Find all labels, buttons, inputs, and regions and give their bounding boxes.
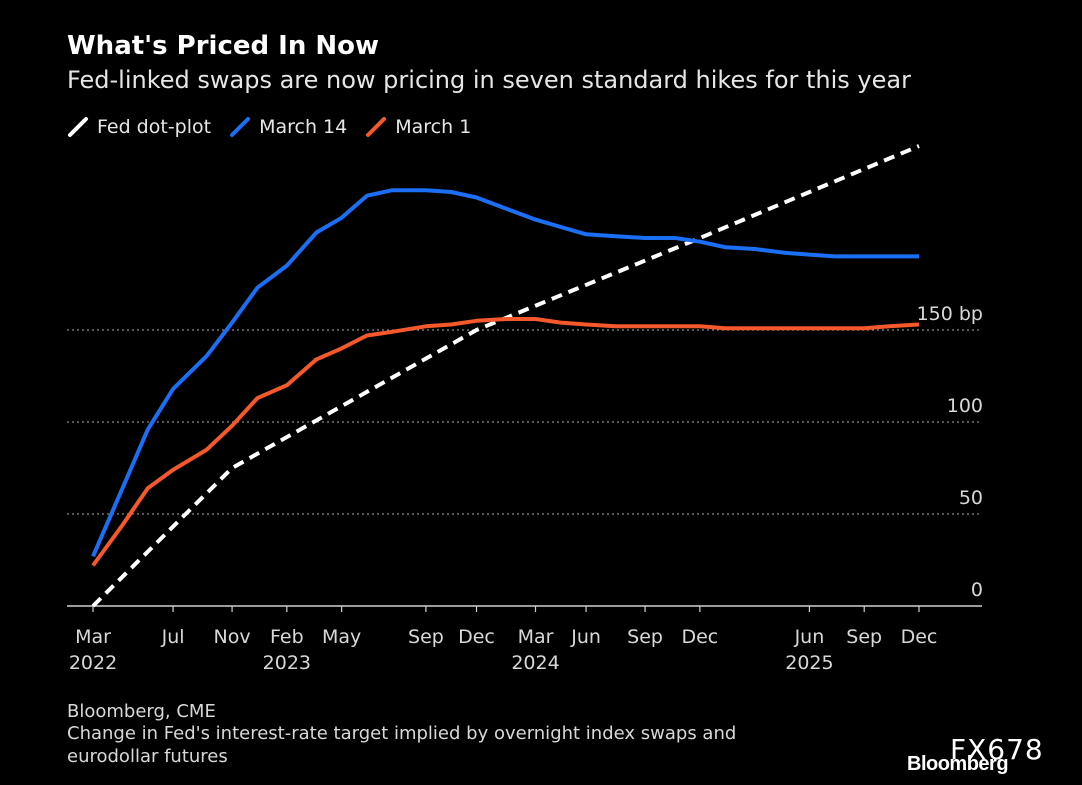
legend: Fed dot-plot March 14 March 1 — [67, 116, 471, 138]
series-line-march-14 — [91, 188, 919, 558]
y-tick-label: 0 — [971, 579, 983, 601]
x-tick-label: Dec — [681, 626, 718, 648]
x-tick-label: Jun — [794, 626, 825, 648]
x-tick-label: Jun — [570, 626, 601, 648]
source-note: Bloomberg, CME — [67, 701, 216, 722]
chart-title: What's Priced In Now — [67, 31, 380, 61]
x-tick-label: Nov — [214, 626, 251, 648]
chart-subtitle: Fed-linked swaps are now pricing in seve… — [67, 66, 911, 94]
x-tick-label: Dec — [901, 626, 938, 648]
legend-swatch-march-14 — [230, 117, 251, 137]
x-tick-label: May — [322, 626, 361, 648]
series-line-march-1 — [91, 317, 920, 567]
x-tick-label: Sep — [846, 626, 882, 648]
legend-item-march-14: March 14 — [229, 116, 347, 138]
x-tick-label: Feb — [270, 626, 304, 648]
y-tick-label: 150 bp — [917, 303, 983, 325]
x-tick-year-label: 2024 — [511, 652, 559, 674]
legend-item-fed-dot-plot: Fed dot-plot — [67, 116, 211, 138]
x-tick-label: Mar — [75, 626, 111, 648]
x-tick-label: Jul — [161, 626, 185, 648]
series-line-fed-dot-plot — [91, 144, 920, 608]
x-tick-year-label: 2023 — [263, 652, 311, 674]
legend-label-march-14: March 14 — [259, 116, 348, 138]
chart-note-line-2: eurodollar futures — [67, 746, 228, 767]
x-tick-label: Dec — [458, 626, 495, 648]
x-tick-label: Mar — [518, 626, 554, 648]
x-tick-year-label: 2022 — [69, 652, 117, 674]
legend-swatch-march-1 — [366, 117, 387, 137]
watermark: FX678 — [950, 733, 1044, 766]
x-tick-label: Sep — [627, 626, 663, 648]
legend-swatch-fed-dot-plot — [68, 117, 88, 137]
y-tick-label: 50 — [959, 487, 983, 509]
legend-item-march-1: March 1 — [365, 116, 471, 138]
y-tick-label: 100 — [947, 395, 983, 417]
legend-label-march-1: March 1 — [395, 116, 472, 138]
chart-note-line-1: Change in Fed's interest-rate target imp… — [67, 723, 737, 744]
x-tick-label: Sep — [408, 626, 444, 648]
bloomberg-logo: Bloomberg — [907, 753, 1009, 775]
x-tick-year-label: 2025 — [785, 652, 833, 674]
legend-label-fed-dot-plot: Fed dot-plot — [97, 116, 212, 138]
